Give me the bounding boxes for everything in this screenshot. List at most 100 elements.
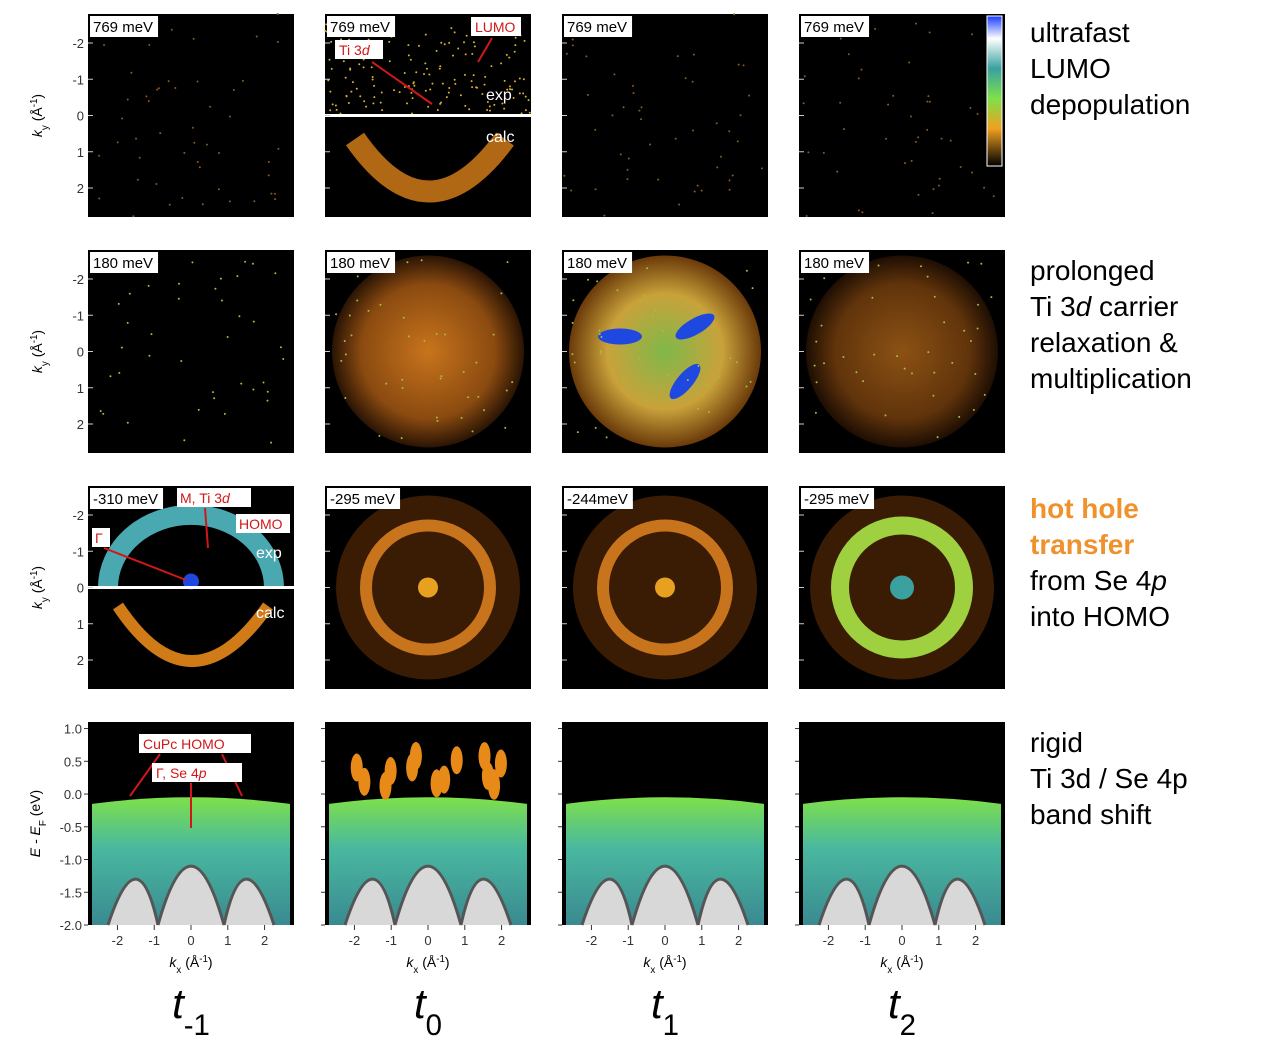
speckle bbox=[452, 54, 455, 57]
annotation: CuPc HOMO bbox=[143, 736, 225, 752]
column-label: t1 bbox=[651, 980, 679, 1042]
speckle bbox=[329, 109, 332, 112]
annotation-part: d bbox=[222, 490, 231, 506]
speckle bbox=[350, 90, 353, 93]
speckle bbox=[359, 95, 362, 98]
row-description-part: from Se 4 bbox=[1030, 565, 1151, 596]
speckle bbox=[329, 90, 332, 93]
colorbar bbox=[986, 15, 1003, 167]
panel-label: -295 meV bbox=[330, 491, 395, 508]
speckle bbox=[708, 411, 711, 414]
speckle bbox=[273, 192, 276, 195]
column-label-part: t bbox=[414, 980, 428, 1027]
speckle bbox=[240, 382, 243, 385]
y-tick-label: -0.5 bbox=[60, 820, 82, 835]
arrow bbox=[103, 547, 187, 581]
y-tick-label: 0 bbox=[77, 581, 84, 596]
y-axis-label-part: ) bbox=[29, 566, 45, 571]
speckle bbox=[465, 34, 468, 37]
speckle bbox=[262, 381, 265, 384]
speckle bbox=[860, 68, 863, 71]
speckle bbox=[936, 436, 939, 439]
x-axis-label-part: ) bbox=[208, 954, 213, 970]
speckle bbox=[365, 105, 368, 108]
panel-label-box bbox=[801, 488, 875, 509]
speckle bbox=[413, 84, 416, 87]
row-description: multiplication bbox=[1030, 363, 1192, 394]
speckle bbox=[388, 40, 391, 43]
speckle bbox=[170, 28, 173, 31]
speckle bbox=[347, 101, 350, 104]
speckle bbox=[236, 275, 239, 278]
x-tick-label: 0 bbox=[661, 933, 668, 948]
row-description: from Se 4p bbox=[1030, 565, 1167, 596]
x-axis-label-part: x bbox=[176, 965, 181, 976]
row-description-part: p bbox=[1150, 565, 1167, 596]
ring bbox=[360, 519, 496, 656]
speckle bbox=[358, 63, 361, 66]
annotation: exp bbox=[486, 87, 512, 104]
x-axis-label-part: x bbox=[650, 965, 655, 976]
speckle bbox=[573, 361, 576, 364]
speckle bbox=[266, 399, 269, 402]
speckle bbox=[599, 352, 602, 355]
speckle bbox=[919, 265, 922, 268]
speckle bbox=[992, 195, 995, 198]
speckle bbox=[719, 155, 722, 158]
row-description-part: multiplication bbox=[1030, 363, 1192, 394]
speckle bbox=[857, 209, 860, 212]
speckle bbox=[705, 384, 708, 387]
y-tick-label: 1.0 bbox=[64, 722, 82, 737]
speckle bbox=[969, 339, 972, 342]
speckle bbox=[622, 106, 625, 109]
speckle bbox=[425, 67, 428, 70]
speckle bbox=[464, 104, 467, 107]
row-description-part: ultrafast bbox=[1030, 17, 1130, 48]
speckle bbox=[209, 105, 212, 108]
row-description: band shift bbox=[1030, 799, 1152, 830]
speckle bbox=[861, 211, 864, 214]
speckle bbox=[355, 87, 358, 90]
y-tick-label: 1 bbox=[77, 381, 84, 396]
speckle bbox=[328, 58, 331, 61]
row-description-part: LUMO bbox=[1030, 53, 1111, 84]
ring bbox=[597, 519, 733, 656]
speckle bbox=[917, 136, 920, 139]
speckle bbox=[926, 128, 929, 131]
speckle bbox=[503, 79, 506, 82]
y-axis-label-part: (eV) bbox=[27, 790, 43, 820]
speckle bbox=[274, 272, 277, 275]
speckle bbox=[522, 92, 525, 95]
annotation: exp bbox=[256, 545, 282, 562]
speckle bbox=[431, 82, 434, 85]
speckle bbox=[121, 117, 124, 120]
speckle bbox=[892, 94, 895, 97]
speckle bbox=[627, 157, 630, 160]
speckle bbox=[471, 52, 474, 55]
speckle bbox=[463, 41, 466, 44]
speckle bbox=[244, 260, 247, 263]
y-axis-label-part: ) bbox=[29, 330, 45, 335]
speckle bbox=[488, 109, 491, 112]
speckle bbox=[904, 162, 907, 165]
speckle bbox=[385, 382, 388, 385]
speckle bbox=[372, 102, 375, 105]
panel-label-box bbox=[327, 16, 396, 37]
row-description: Ti 3d carrier bbox=[1030, 291, 1178, 322]
speckle bbox=[512, 97, 515, 100]
disk bbox=[332, 255, 524, 448]
speckle bbox=[435, 332, 438, 335]
speckle bbox=[749, 380, 752, 383]
y-tick-label: -1 bbox=[72, 544, 84, 559]
y-tick-label: -1.5 bbox=[60, 885, 82, 900]
annotation-box bbox=[92, 528, 110, 547]
speckle bbox=[745, 269, 748, 272]
speckle bbox=[183, 151, 186, 154]
annotations: LUMO Ti 3d exp calc M, Ti 3d HOMO Γ exp … bbox=[92, 17, 521, 828]
speckle bbox=[616, 289, 619, 292]
panel-label: 769 meV bbox=[330, 19, 390, 36]
speckle bbox=[457, 47, 460, 50]
center-spot bbox=[655, 577, 675, 598]
speckle bbox=[475, 361, 478, 364]
speckle bbox=[586, 93, 589, 96]
